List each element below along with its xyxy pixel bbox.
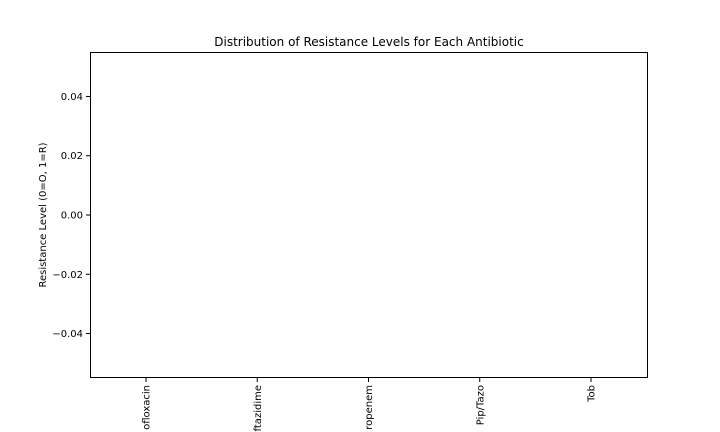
y-tick-label: −0.02 [52,270,83,281]
x-tick-label: ofloxacin [142,385,153,430]
y-tick-label: −0.04 [52,329,83,340]
x-tick-label: ropenem [364,385,375,430]
x-axis-ticks: ofloxacin ftazidime ropenem Pip/Tazo Tob [142,378,598,431]
x-tick-label: Pip/Tazo [475,385,486,425]
chart-title: Distribution of Resistance Levels for Ea… [214,35,523,49]
x-tick-label: ftazidime [253,385,264,431]
y-tick-label: 0.02 [61,151,83,162]
y-tick-label: 0.00 [61,211,83,222]
y-tick-label: 0.04 [61,92,83,103]
y-axis-ticks: 0.04 0.02 0.00 −0.02 −0.04 [52,92,90,340]
x-tick-label: Tob [587,385,598,403]
y-axis-label: Resistance Level (0=O, 1=R) [38,142,49,287]
plot-frame [90,52,648,378]
